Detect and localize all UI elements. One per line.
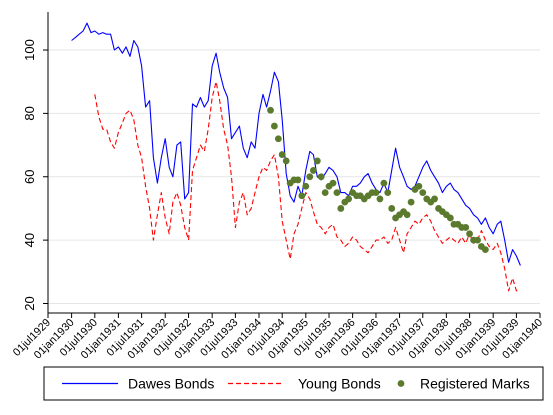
registered-marks-point [415,182,423,190]
axes: 2040608010001jul192901jan193001jul193001… [11,12,545,361]
registered-marks-point [317,173,325,181]
registered-marks-point [466,230,473,238]
registered-marks-point [313,157,321,165]
legend-label-dawes-bonds: Dawes Bonds [128,376,214,392]
legend-label-registered-marks: Registered Marks [420,376,530,392]
registered-marks-point [388,205,396,212]
registered-marks-point [309,167,317,174]
registered-marks-point [329,179,337,187]
registered-marks-point [278,151,286,158]
registered-marks-point [333,189,341,197]
registered-marks-point [298,192,306,200]
registered-marks-point [282,157,290,165]
registered-marks-point [337,205,345,212]
legend: Dawes Bonds Young Bonds Registered Marks [43,366,544,401]
registered-marks-point [407,198,415,206]
legend-box [43,366,544,401]
y-tick-label: 20 [22,296,37,310]
registered-marks-point [267,106,274,114]
registered-marks-point [481,246,489,254]
registered-marks-point [446,214,454,222]
registered-marks-point [302,182,310,190]
registered-marks-point [270,122,278,130]
registered-marks-point [380,179,388,187]
legend-swatch-registered-marks [397,380,405,387]
registered-marks-point [345,195,353,203]
registered-marks-point [306,173,314,181]
registered-marks-point [419,189,427,197]
registered-marks-point [372,189,380,197]
registered-marks-point [474,236,481,244]
young-bonds-line [94,81,521,292]
y-tick-label: 60 [22,170,37,184]
y-tick-label: 100 [22,39,37,61]
registered-marks-point [376,195,384,203]
legend-label-young-bonds: Young Bonds [298,376,381,392]
registered-marks-point [294,176,302,184]
y-tick-label: 40 [22,233,37,247]
registered-marks-point [321,189,329,197]
registered-marks-point [403,211,411,219]
registered-marks-point [384,189,392,197]
registered-marks-series [267,106,489,254]
registered-marks-point [462,224,470,231]
dawes-bonds-line [71,22,521,266]
y-tick-label: 80 [22,106,37,120]
registered-marks-point [274,135,282,143]
data-series [71,22,521,292]
registered-marks-point [431,195,438,203]
